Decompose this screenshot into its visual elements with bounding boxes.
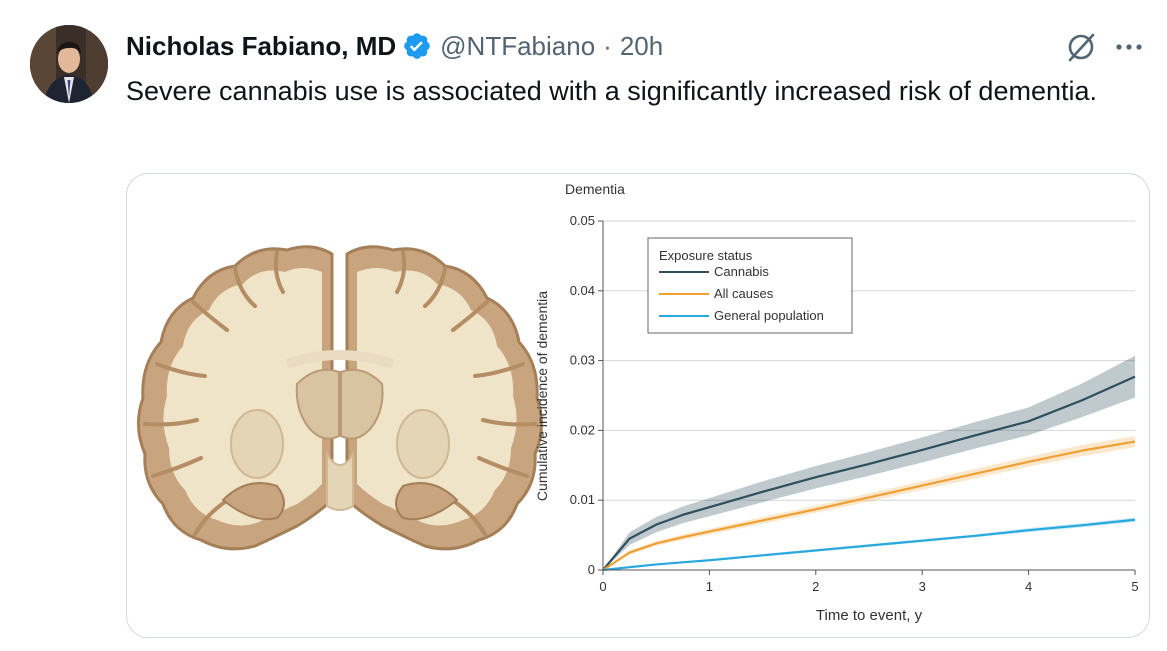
legend-title: Exposure status xyxy=(659,248,753,263)
y-tick-label: 0 xyxy=(588,562,595,577)
general-population-line xyxy=(602,518,1136,572)
cannabis-line xyxy=(602,375,1136,571)
y-axis-label: Cumulative incidence of dementia xyxy=(534,291,550,501)
more-options-icon xyxy=(1116,44,1142,50)
dementia-chart: Dementia Cumulative incidence of dementi… xyxy=(534,181,1139,624)
x-axis-label: Time to event, y xyxy=(816,607,923,624)
y-tick-label: 0.01 xyxy=(570,492,595,507)
x-tick-label: 4 xyxy=(1025,579,1032,594)
x-tick-label: 0 xyxy=(599,579,606,594)
legend-label-cannabis: Cannabis xyxy=(714,264,769,279)
verified-badge-icon xyxy=(404,33,430,59)
y-tick-label: 0.02 xyxy=(570,422,595,437)
x-tick-label: 2 xyxy=(812,579,819,594)
y-tick-label: 0.05 xyxy=(570,213,595,228)
tweet-text: Severe cannabis use is associated with a… xyxy=(126,76,1097,106)
tweet-media[interactable]: Dementia Cumulative incidence of dementi… xyxy=(126,173,1150,638)
legend-label-general-population: General population xyxy=(714,308,824,323)
all-causes-confidence-band xyxy=(603,435,1135,570)
tweet-timestamp[interactable]: 20h xyxy=(619,30,664,61)
author-handle[interactable]: @NTFabiano xyxy=(440,30,596,61)
avatar-photo xyxy=(30,25,108,103)
all-causes-line xyxy=(602,440,1136,571)
x-tick-label: 1 xyxy=(706,579,713,594)
y-tick-label: 0.04 xyxy=(570,283,595,298)
author-name[interactable]: Nicholas Fabiano, MD xyxy=(126,30,397,61)
separator-dot: · xyxy=(603,30,612,61)
grok-icon xyxy=(1068,33,1095,62)
tweet-header: Nicholas Fabiano, MD @NTFabiano · 20h xyxy=(126,28,663,64)
chart-title: Dementia xyxy=(565,181,625,197)
grok-button[interactable] xyxy=(1064,30,1098,64)
x-tick-label: 3 xyxy=(919,579,926,594)
legend-label-all-causes: All causes xyxy=(714,286,774,301)
more-options-button[interactable] xyxy=(1112,30,1146,64)
author-avatar[interactable] xyxy=(30,25,108,103)
chart-legend: Exposure status Cannabis All causes Genera… xyxy=(647,237,853,334)
x-tick-label: 5 xyxy=(1131,579,1138,594)
y-tick-label: 0.03 xyxy=(570,353,595,368)
brain-illustration xyxy=(137,245,543,551)
